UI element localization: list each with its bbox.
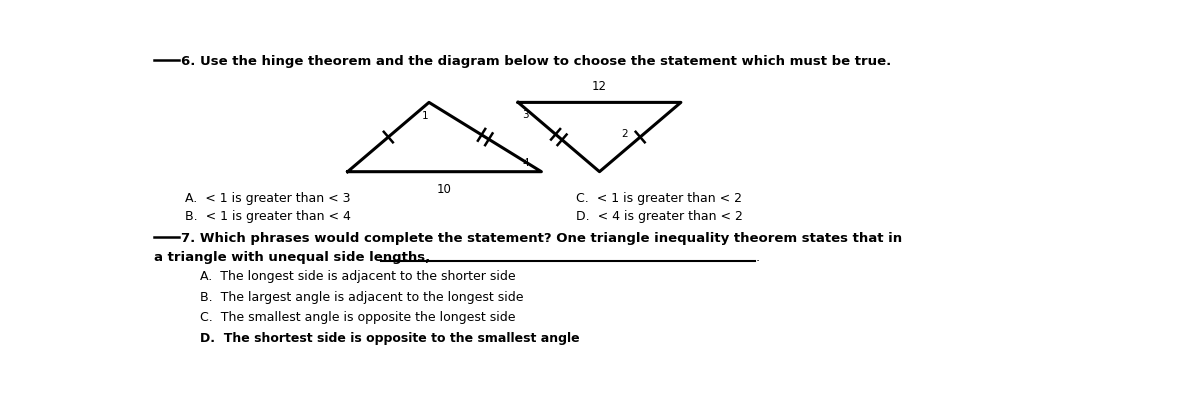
Text: C.  < 1 is greater than < 2: C. < 1 is greater than < 2 — [576, 191, 743, 204]
Text: C.  The smallest angle is opposite the longest side: C. The smallest angle is opposite the lo… — [200, 310, 516, 323]
Text: D.  The shortest side is opposite to the smallest angle: D. The shortest side is opposite to the … — [200, 331, 580, 344]
Text: 12: 12 — [592, 80, 607, 93]
Text: 2: 2 — [620, 129, 628, 139]
Text: D.  < 4 is greater than < 2: D. < 4 is greater than < 2 — [576, 209, 743, 222]
Text: 4: 4 — [522, 158, 529, 168]
Text: .: . — [756, 250, 760, 263]
Text: A.  < 1 is greater than < 3: A. < 1 is greater than < 3 — [185, 191, 350, 204]
Text: 1: 1 — [422, 111, 428, 120]
Text: 7. Which phrases would complete the statement? One triangle inequality theorem s: 7. Which phrases would complete the stat… — [181, 231, 902, 244]
Text: 6. Use the hinge theorem and the diagram below to choose the statement which mus: 6. Use the hinge theorem and the diagram… — [181, 54, 892, 67]
Text: a triangle with unequal side lengths,: a triangle with unequal side lengths, — [154, 250, 430, 263]
Text: A.  The longest side is adjacent to the shorter side: A. The longest side is adjacent to the s… — [200, 269, 516, 282]
Text: 3: 3 — [522, 110, 529, 119]
Text: B.  < 1 is greater than < 4: B. < 1 is greater than < 4 — [185, 209, 350, 222]
Text: B.  The largest angle is adjacent to the longest side: B. The largest angle is adjacent to the … — [200, 290, 524, 303]
Text: 10: 10 — [437, 182, 452, 195]
